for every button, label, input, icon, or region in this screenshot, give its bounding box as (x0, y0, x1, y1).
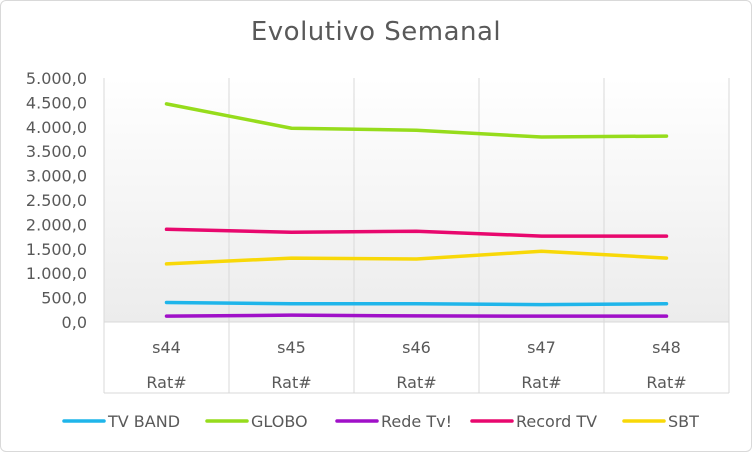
chart-title: Evolutivo Semanal (250, 17, 502, 47)
y-tick-label: 500,0 (41, 289, 87, 308)
legend-label: Record TV (516, 412, 597, 431)
x-tick-label: s45 (277, 338, 306, 357)
x-group-label: Rat# (646, 373, 686, 392)
x-group-label: Rat# (271, 373, 311, 392)
legend-label: TV BAND (107, 412, 180, 431)
x-group-label: Rat# (521, 373, 561, 392)
x-tick-label: s44 (152, 338, 181, 357)
x-tick-label: s47 (527, 338, 556, 357)
legend-label: Rede Tv! (381, 412, 452, 431)
y-tick-label: 5.000,0 (26, 69, 87, 88)
series-line (164, 249, 669, 266)
legend-label: SBT (668, 412, 699, 431)
legend-label: GLOBO (251, 412, 308, 431)
y-tick-label: 2.000,0 (26, 215, 87, 234)
plot-area (104, 78, 729, 322)
y-tick-label: 1.000,0 (26, 264, 87, 283)
x-group-label: Rat# (146, 373, 186, 392)
y-tick-label: 4.500,0 (26, 93, 87, 112)
y-tick-label: 1.500,0 (26, 240, 87, 259)
x-tick-label: s46 (402, 338, 431, 357)
y-tick-label: 3.500,0 (26, 142, 87, 161)
y-tick-label: 4.000,0 (26, 118, 87, 137)
series-line (164, 227, 669, 238)
series-line (164, 102, 669, 139)
series-line (164, 313, 669, 318)
x-group-label: Rat# (396, 373, 436, 392)
x-tick-label: s48 (652, 338, 681, 357)
y-tick-label: 0,0 (62, 313, 87, 332)
series-line (164, 300, 669, 307)
y-tick-label: 3.000,0 (26, 167, 87, 186)
y-tick-label: 2.500,0 (26, 191, 87, 210)
